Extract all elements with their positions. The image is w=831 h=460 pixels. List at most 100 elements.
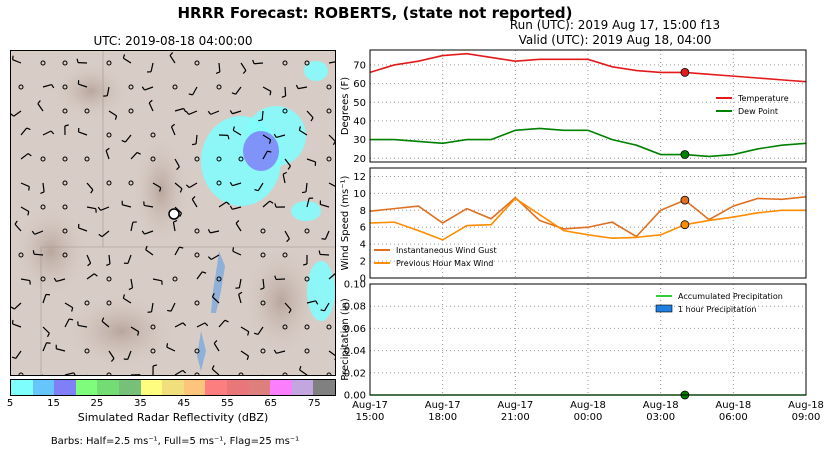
wind-barb xyxy=(12,323,22,328)
wind-barb xyxy=(262,150,268,160)
wind-barb xyxy=(169,55,176,64)
wind-barb-feather xyxy=(253,332,259,336)
station-location-marker xyxy=(168,208,180,220)
wind-barb xyxy=(232,110,242,115)
calm-wind-marker xyxy=(150,324,156,330)
colorbar-tick-label: 5 xyxy=(6,398,14,409)
wind-barb xyxy=(15,350,22,359)
wind-barb xyxy=(323,302,330,312)
wind-barb xyxy=(299,369,308,375)
wind-barb-feather xyxy=(252,59,255,64)
wind-barbs xyxy=(11,52,335,375)
wind-barb-feather xyxy=(182,369,187,374)
wind-barb xyxy=(122,204,132,208)
series-line xyxy=(369,197,806,241)
wind-barb xyxy=(130,222,134,232)
wind-barb-feather xyxy=(260,287,265,291)
wind-barb xyxy=(86,206,96,210)
current-time-marker xyxy=(680,67,690,77)
colorbar-segment xyxy=(75,380,98,395)
wind-barb-feather xyxy=(28,186,30,191)
wind-barb xyxy=(42,83,52,88)
radar-echo xyxy=(243,131,279,171)
wind-barb-feather xyxy=(136,151,141,155)
wind-barb xyxy=(195,134,198,145)
wind-barb xyxy=(86,182,94,191)
wind-barb xyxy=(284,86,287,97)
y-tick-label: 0.04 xyxy=(344,346,366,357)
wind-barb-feather xyxy=(185,110,190,115)
wind-barb-feather xyxy=(128,287,133,291)
wind-barb xyxy=(240,350,249,357)
wind-barb xyxy=(37,103,44,112)
wind-barb-feather xyxy=(207,256,212,260)
legend-label: Instantaneous Wind Gust xyxy=(396,246,497,255)
legend-swatch xyxy=(655,304,673,313)
lake xyxy=(197,331,206,371)
wind-barb-feather xyxy=(32,250,35,255)
wind-barb-feather xyxy=(179,246,184,249)
wind-barb xyxy=(166,346,176,352)
wind-barb-feather xyxy=(318,250,321,255)
wind-barb xyxy=(148,102,154,112)
calm-wind-marker xyxy=(238,156,244,162)
wind-barb xyxy=(78,227,88,232)
wind-barb-feather xyxy=(254,188,259,192)
wind-barb xyxy=(20,182,30,188)
wind-barb xyxy=(238,294,242,304)
calm-wind-marker xyxy=(282,108,288,114)
y-tick-label: 70 xyxy=(353,60,366,71)
wind-barb-feather xyxy=(93,273,98,277)
wind-barb-feather xyxy=(46,333,50,338)
wind-barb-feather xyxy=(295,84,299,89)
colorbar-label: Simulated Radar Reflectivity (dBZ) xyxy=(77,411,269,424)
wind-barb xyxy=(284,158,291,167)
wind-barb-feather xyxy=(11,356,17,359)
series-line xyxy=(370,127,807,158)
wind-barb xyxy=(188,182,198,189)
wind-barb-feather xyxy=(287,165,291,170)
wind-barb xyxy=(152,182,162,189)
calm-wind-marker xyxy=(194,156,200,162)
wind-barb-feather xyxy=(182,322,187,327)
calm-wind-marker xyxy=(62,108,68,114)
colorbar-segment xyxy=(313,380,335,395)
wind-barb xyxy=(42,294,47,304)
x-tick-label: 00:00 xyxy=(574,412,603,423)
wind-barb-feather xyxy=(90,189,94,194)
wind-barb-feather xyxy=(238,291,243,295)
wind-barb xyxy=(105,150,110,160)
calm-wind-marker xyxy=(18,372,24,375)
wind-barb-feather xyxy=(267,150,272,153)
calm-wind-marker xyxy=(260,228,266,234)
wind-barb-feather xyxy=(46,342,51,344)
wind-barb xyxy=(218,319,226,328)
calm-wind-marker xyxy=(304,348,310,354)
wind-barb-feather xyxy=(202,271,207,274)
wind-barb xyxy=(212,296,220,304)
calm-wind-marker xyxy=(326,84,332,90)
wind-barb-feather xyxy=(167,309,172,312)
wind-barb-feather xyxy=(229,182,233,187)
wind-barb xyxy=(192,86,198,96)
calm-wind-marker xyxy=(216,84,222,90)
wind-barb xyxy=(144,86,154,91)
wind-barb xyxy=(324,230,330,240)
terrain-ridge xyxy=(11,201,91,301)
wind-barb xyxy=(284,302,292,311)
x-tick-label: Aug-18 xyxy=(643,400,679,411)
wind-barb-feather xyxy=(105,147,110,151)
calm-wind-marker xyxy=(128,108,134,114)
calm-wind-marker xyxy=(18,84,24,90)
y-tick-label: 10 xyxy=(353,189,366,200)
colorbar-tick-label: 15 xyxy=(47,398,60,409)
calm-wind-marker xyxy=(282,252,288,258)
wind-barb xyxy=(152,278,162,282)
wind-barb xyxy=(64,318,70,328)
wind-barb-feather xyxy=(11,306,15,310)
wind-barb xyxy=(328,182,335,187)
wind-barb-feather xyxy=(40,191,45,195)
wind-barb-feather xyxy=(121,139,126,143)
wind-barb xyxy=(328,350,335,357)
colorbar-segment xyxy=(54,380,76,395)
